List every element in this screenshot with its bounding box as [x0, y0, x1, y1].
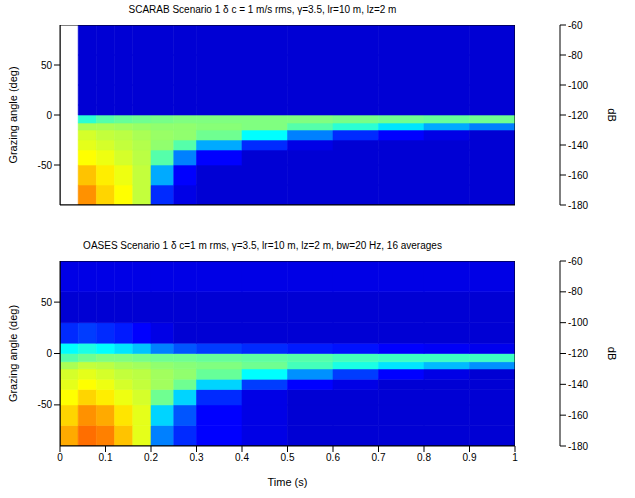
svg-text:Grazing angle (deg): Grazing angle (deg): [7, 305, 19, 402]
svg-text:0.6: 0.6: [326, 452, 340, 463]
svg-text:0.3: 0.3: [190, 452, 204, 463]
svg-text:0.5: 0.5: [281, 452, 295, 463]
svg-text:-120: -120: [568, 110, 588, 121]
svg-text:dB: dB: [606, 347, 618, 360]
html-text:SCARAB Scenario 1 δ c = 1 m/s: SCARAB Scenario 1 δ c = 1 m/s rms, γ=3.5…: [128, 4, 397, 15]
svg-text:-80: -80: [568, 50, 583, 61]
svg-text:-60: -60: [568, 256, 583, 267]
svg-text:-180: -180: [568, 200, 588, 210]
svg-text:-100: -100: [568, 80, 588, 91]
svg-text:0: 0: [46, 110, 52, 121]
svg-text:dB: dB: [606, 108, 618, 121]
svg-text:50: 50: [41, 60, 53, 71]
svg-text:Time (s): Time (s): [268, 476, 308, 488]
svg-text:0: 0: [57, 452, 63, 463]
svg-text:0.1: 0.1: [99, 452, 113, 463]
svg-text:0.8: 0.8: [417, 452, 431, 463]
svg-text:0.2: 0.2: [144, 452, 158, 463]
svg-text:Grazing angle (deg): Grazing angle (deg): [7, 66, 19, 163]
svg-text:1: 1: [512, 452, 518, 463]
svg-text:-60: -60: [568, 20, 583, 31]
svg-text:0.9: 0.9: [463, 452, 477, 463]
svg-text:-160: -160: [568, 170, 588, 181]
svg-text:0.7: 0.7: [372, 452, 386, 463]
svg-text:0: 0: [46, 348, 52, 359]
svg-text:-100: -100: [568, 317, 588, 328]
svg-text:50: 50: [41, 297, 53, 308]
svg-text:-120: -120: [568, 348, 588, 359]
svg-text:-50: -50: [38, 399, 53, 410]
svg-text:0.4: 0.4: [235, 452, 249, 463]
svg-text:-140: -140: [568, 140, 588, 151]
html-text:OASES Scenario 1 δ c=1 m rms,: OASES Scenario 1 δ c=1 m rms, γ=3.5, lr=…: [83, 240, 442, 251]
svg-text:-140: -140: [568, 379, 588, 390]
svg-text:-180: -180: [568, 441, 588, 452]
svg-text:-160: -160: [568, 410, 588, 421]
svg-text:-80: -80: [568, 286, 583, 297]
svg-text:-50: -50: [38, 160, 53, 171]
